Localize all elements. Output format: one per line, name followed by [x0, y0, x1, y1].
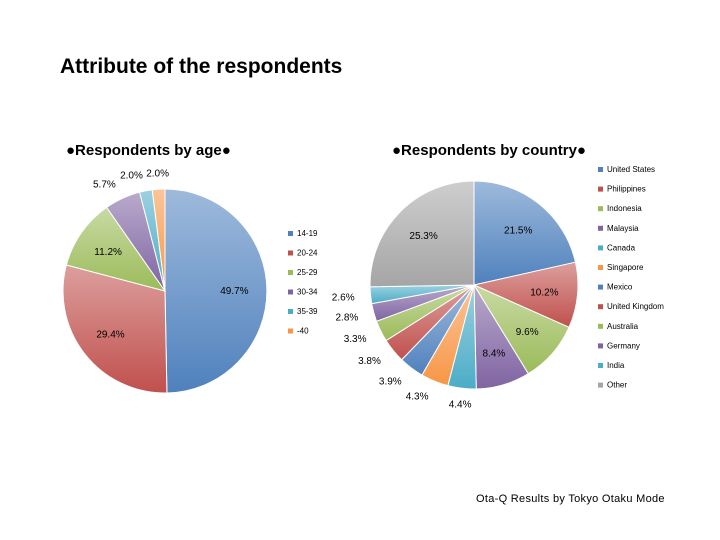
country-legend-swatch [598, 225, 603, 231]
country-data-label: 3.9% [379, 376, 402, 387]
country-legend-swatch [598, 284, 603, 290]
country-pie-chart: 21.5% 10.2% 9.6% 8.4% 4.4% 4.3% 3.9% 3.8% 3.3% 2.… [332, 180, 579, 411]
country-legend-entry: Singapore [607, 263, 644, 272]
page-title: Attribute of the respondents [60, 55, 343, 78]
age-data-label: 29.4% [96, 329, 124, 340]
country-data-label: 9.6% [516, 327, 539, 338]
country-legend-swatch [598, 382, 603, 388]
age-legend-entry: -40 [297, 327, 309, 336]
country-legend-entry: Australia [607, 322, 639, 331]
country-legend-swatch [598, 206, 603, 212]
country-data-label: 2.6% [332, 292, 355, 303]
age-legend: 14-19 20-24 25-29 30-34 35-39 -40 [288, 229, 318, 336]
age-legend-entry: 35-39 [297, 307, 318, 316]
country-legend-entry: Canada [607, 243, 636, 252]
age-slice--40 [151, 188, 166, 292]
country-legend-entry: India [607, 361, 625, 370]
age-slice-25-29 [65, 206, 167, 292]
age-legend-swatch [288, 289, 293, 295]
country-legend-entry: United Kingdom [607, 302, 664, 311]
country-data-label: 10.2% [530, 288, 558, 299]
country-legend-swatch [598, 343, 603, 349]
country-legend-entry: Germany [607, 341, 640, 350]
age-chart-title: ●Respondents by age● [66, 142, 231, 159]
age-data-label: 49.7% [220, 286, 248, 297]
age-data-label: 2.0% [146, 169, 169, 180]
age-data-label: 2.0% [120, 171, 143, 182]
age-legend-entry: 25-29 [297, 268, 318, 277]
age-legend-swatch [288, 250, 293, 256]
age-slice-14-19 [164, 188, 268, 394]
country-legend-swatch [598, 186, 603, 192]
country-data-label: 4.4% [449, 400, 472, 411]
age-legend-swatch [288, 309, 293, 314]
country-data-label: 3.3% [344, 334, 367, 345]
country-data-label: 3.8% [358, 356, 381, 367]
country-legend-entry: Mexico [607, 283, 633, 292]
country-data-label: 25.3% [409, 231, 437, 242]
country-data-label: 4.3% [406, 392, 429, 403]
age-legend-entry: 14-19 [297, 229, 318, 238]
age-slice-20-24 [62, 264, 168, 394]
country-data-label: 8.4% [483, 348, 506, 359]
age-legend-swatch [288, 328, 293, 334]
country-legend-swatch [598, 245, 603, 251]
age-legend-swatch [288, 270, 293, 275]
age-data-label: 11.2% [94, 247, 122, 258]
country-chart-title: ●Respondents by country● [392, 142, 586, 159]
country-data-label: 21.5% [504, 225, 532, 236]
country-legend-swatch [598, 167, 603, 172]
age-data-label: 5.7% [93, 179, 116, 190]
country-legend-swatch [598, 304, 603, 310]
country-slice-united-states [473, 180, 577, 286]
age-legend-entry: 30-34 [297, 288, 318, 297]
country-legend-swatch [598, 323, 603, 329]
country-legend-swatch [598, 265, 603, 270]
country-legend-swatch [598, 363, 603, 368]
country-legend-entry: Indonesia [607, 204, 642, 213]
country-data-label: 2.8% [336, 312, 359, 323]
country-slice-other [369, 180, 475, 288]
country-legend: United States Philippines Indonesia Malaysi… [598, 165, 664, 390]
country-legend-entry: Other [607, 381, 627, 390]
country-legend-entry: United States [607, 165, 655, 174]
country-legend-entry: Philippines [607, 185, 646, 194]
age-legend-entry: 20-24 [297, 249, 318, 258]
age-pie-chart: 49.7% 29.4% 11.2% 5.7% 2.0% 2.0% [62, 169, 268, 394]
country-legend-entry: Malaysia [607, 224, 639, 233]
footer-credit: Ota-Q Results by Tokyo Otaku Mode [476, 493, 665, 505]
age-legend-swatch [288, 231, 293, 236]
